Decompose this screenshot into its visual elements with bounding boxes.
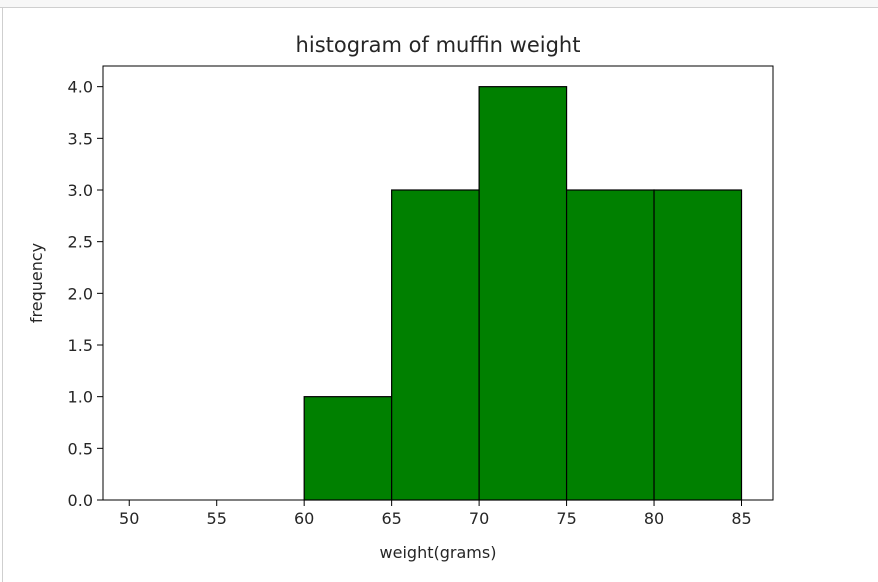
y-tick-label: 3.0 bbox=[68, 181, 93, 200]
y-tick-label: 2.0 bbox=[68, 284, 93, 303]
x-tick-label: 65 bbox=[381, 509, 401, 528]
chart-title: histogram of muffin weight bbox=[296, 33, 581, 57]
x-tick-label: 80 bbox=[644, 509, 664, 528]
x-ticks-group: 50 55 60 65 70 75 80 85 bbox=[119, 500, 752, 528]
x-tick-label: 85 bbox=[731, 509, 751, 528]
x-tick-label: 70 bbox=[469, 509, 489, 528]
y-tick-label: 0.0 bbox=[68, 491, 93, 510]
histogram-bar-80-85 bbox=[653, 189, 743, 501]
x-tick-label: 75 bbox=[556, 509, 576, 528]
x-tick-label: 55 bbox=[207, 509, 227, 528]
y-tick-label: 2.5 bbox=[68, 233, 93, 252]
plot-frame bbox=[102, 65, 774, 501]
histogram-bar-75-80 bbox=[565, 189, 655, 501]
y-ticks-group: 0.0 0.5 1.0 1.5 2.0 2.5 3.0 3.5 4.0 bbox=[68, 78, 103, 510]
y-tick-label: 3.5 bbox=[68, 129, 93, 148]
y-tick-label: 4.0 bbox=[68, 78, 93, 97]
x-axis-title: weight(grams) bbox=[380, 543, 497, 562]
x-tick-label: 60 bbox=[294, 509, 314, 528]
y-tick-label: 1.0 bbox=[68, 388, 93, 407]
histogram-bar-70-75 bbox=[478, 86, 568, 501]
histogram-bar-65-70 bbox=[391, 189, 480, 501]
y-axis-title: frequency bbox=[27, 243, 46, 323]
y-tick-label: 0.5 bbox=[68, 439, 93, 458]
bars-group bbox=[303, 86, 743, 501]
y-tick-label: 1.5 bbox=[68, 336, 93, 355]
cell-left-border bbox=[0, 8, 3, 582]
histogram-bar-60-65 bbox=[303, 396, 393, 501]
x-tick-label: 50 bbox=[119, 509, 139, 528]
cell-top-border bbox=[0, 0, 878, 8]
